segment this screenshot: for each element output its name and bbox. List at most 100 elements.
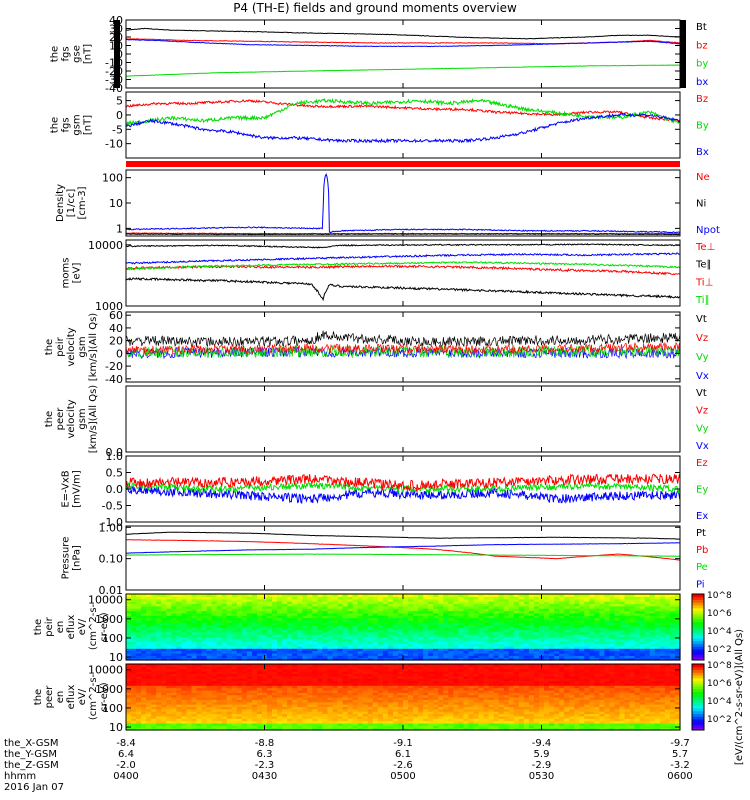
heatmap-cell xyxy=(251,629,258,633)
heatmap-cell xyxy=(448,601,454,605)
heatmap-cell xyxy=(533,650,540,654)
heatmap-cell xyxy=(206,634,213,638)
heatmap-cell xyxy=(302,650,308,654)
heatmap-cell xyxy=(151,643,157,647)
heatmap-cell xyxy=(342,685,349,689)
heatmap-cell xyxy=(201,680,208,684)
heatmap-cell xyxy=(377,655,384,659)
heatmap-cell xyxy=(261,668,268,672)
heatmap-cell xyxy=(538,638,545,642)
heatmap-cell xyxy=(433,598,439,602)
heatmap-cell xyxy=(599,652,606,656)
heatmap-cell xyxy=(362,608,369,612)
heatmap-cell xyxy=(136,652,142,656)
heatmap-cell xyxy=(367,636,374,640)
heatmap-cell xyxy=(327,594,334,597)
heatmap-cell xyxy=(559,610,565,614)
heatmap-cell xyxy=(347,671,354,675)
heatmap-cell xyxy=(609,629,616,633)
heatmap-cell xyxy=(574,612,580,616)
heatmap-cell xyxy=(166,701,172,705)
heatmap-cell xyxy=(403,722,409,726)
heatmap-cell xyxy=(644,657,651,661)
heatmap-cell xyxy=(619,619,626,623)
heatmap-cell xyxy=(272,648,278,652)
heatmap-cell xyxy=(433,634,439,638)
heatmap-cell xyxy=(669,627,676,630)
heatmap-cell xyxy=(297,627,303,630)
y-tick-label: 1000 xyxy=(95,300,123,313)
heatmap-cell xyxy=(463,594,470,597)
heatmap-cell xyxy=(302,718,308,722)
heatmap-cell xyxy=(241,643,248,647)
heatmap-cell xyxy=(352,624,359,628)
heatmap-cell xyxy=(126,715,132,719)
heatmap-cell xyxy=(267,682,273,686)
heatmap-cell xyxy=(246,596,253,600)
y-axis-label-line: [nPa] xyxy=(72,545,83,571)
heatmap-cell xyxy=(579,601,585,605)
heatmap-cell xyxy=(246,636,253,640)
heatmap-cell xyxy=(292,631,298,635)
heatmap-cell xyxy=(523,610,530,614)
heatmap-cell xyxy=(347,634,354,638)
heatmap-cell xyxy=(413,650,419,654)
heatmap-cell xyxy=(523,634,530,638)
heatmap-cell xyxy=(302,727,308,731)
heatmap-cell xyxy=(438,648,444,652)
heatmap-cell xyxy=(387,718,394,722)
heatmap-cell xyxy=(241,682,248,686)
heatmap-cell xyxy=(357,685,364,689)
heatmap-cell xyxy=(287,664,293,667)
heatmap-cell xyxy=(302,657,308,661)
heatmap-cell xyxy=(181,680,188,684)
heatmap-cell xyxy=(362,675,369,679)
heatmap-cell xyxy=(342,648,349,652)
heatmap-cell xyxy=(443,617,449,621)
heatmap-cell xyxy=(317,687,324,691)
heatmap-cell xyxy=(282,655,288,659)
legend-entry: bx xyxy=(696,77,708,88)
heatmap-cell xyxy=(267,631,273,635)
heatmap-cell xyxy=(312,697,318,700)
heatmap-cell xyxy=(387,608,394,612)
heatmap-cell xyxy=(523,638,530,642)
heatmap-cell xyxy=(201,650,208,654)
heatmap-cell xyxy=(347,594,354,597)
y-axis-label: Pressure [nPa] xyxy=(61,537,83,580)
series-p1-bx xyxy=(125,38,681,48)
heatmap-cell xyxy=(251,694,258,698)
heatmap-cell xyxy=(251,685,258,689)
heatmap-cell xyxy=(639,598,646,602)
heatmap-cell xyxy=(272,615,278,619)
heatmap-cell xyxy=(418,655,424,659)
heatmap-cell xyxy=(664,617,671,621)
heatmap-cell xyxy=(317,725,324,729)
heatmap-cell xyxy=(312,624,318,628)
heatmap-cell xyxy=(599,643,606,647)
heatmap-cell xyxy=(544,650,550,654)
heatmap-cell xyxy=(408,601,414,605)
heatmap-cell xyxy=(261,652,268,656)
heatmap-cell xyxy=(453,612,459,616)
heatmap-cell xyxy=(423,594,429,597)
heatmap-cell xyxy=(347,652,354,656)
heatmap-cell xyxy=(176,601,182,605)
heatmap-cell xyxy=(664,634,671,638)
heatmap-cell xyxy=(151,596,157,600)
heatmap-cell xyxy=(538,603,545,607)
heatmap-cell xyxy=(448,636,454,640)
heatmap-cell xyxy=(357,641,364,645)
heatmap-cell xyxy=(302,722,308,726)
heatmap-cell xyxy=(604,634,611,638)
heatmap-cell xyxy=(287,652,293,656)
heatmap-cell xyxy=(176,603,182,607)
heatmap-cell xyxy=(176,666,182,670)
heatmap-cell xyxy=(221,708,228,712)
heatmap-cell xyxy=(161,689,167,693)
heatmap-cell xyxy=(609,601,616,605)
heatmap-cell xyxy=(629,650,636,654)
heatmap-cell xyxy=(146,682,152,686)
heatmap-cell xyxy=(362,601,369,605)
heatmap-cell xyxy=(362,668,369,672)
